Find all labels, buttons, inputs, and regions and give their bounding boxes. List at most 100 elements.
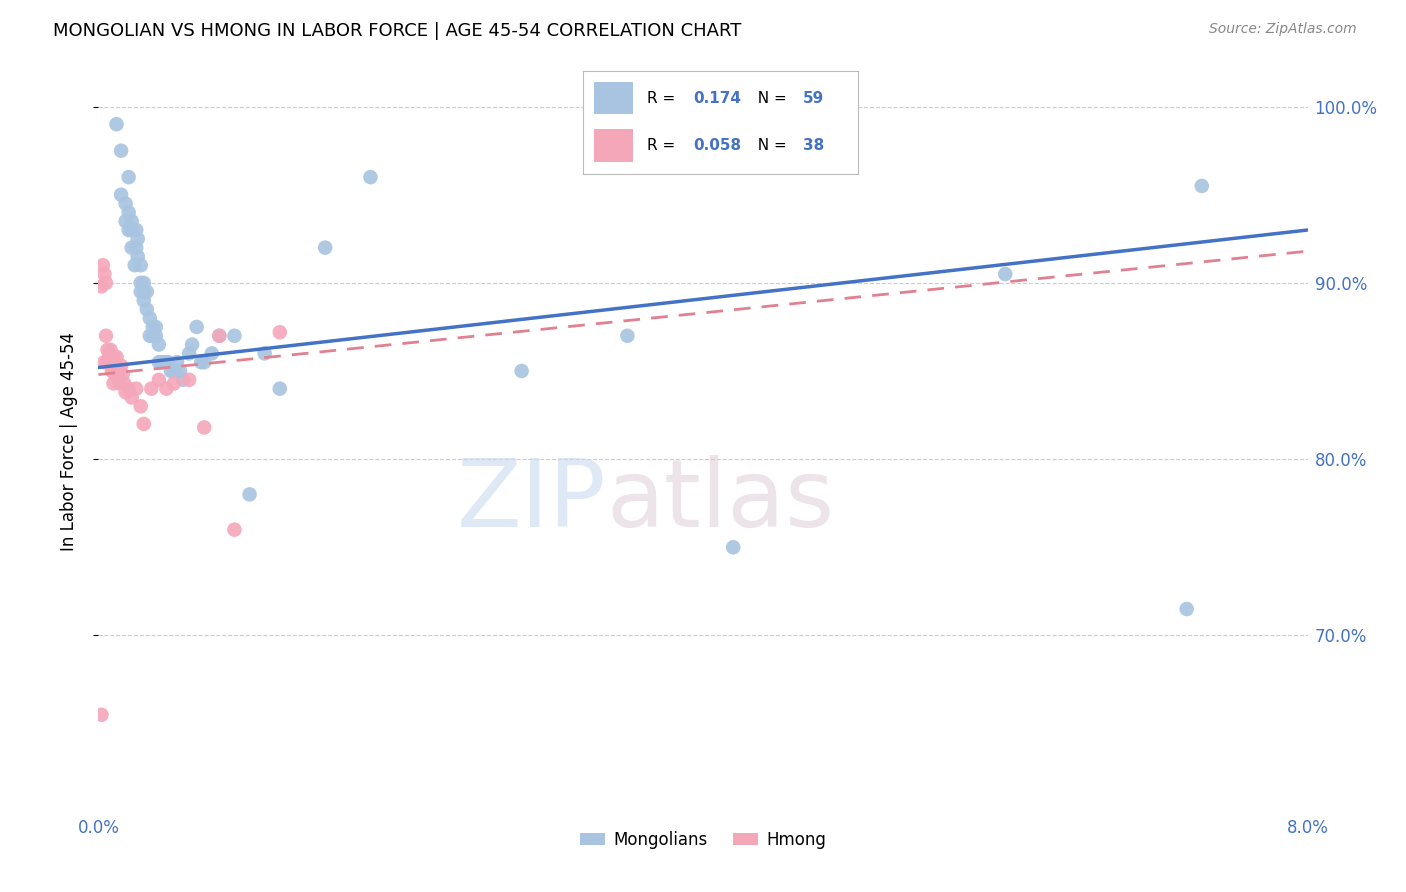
Point (155, 382, 177, 396)
Point (103, 376, 125, 391)
Point (96, 355, 118, 369)
Point (129, 285, 152, 299)
Point (90, 279, 112, 293)
Point (163, 376, 186, 391)
Point (150, 355, 173, 369)
Point (129, 399, 152, 413)
Point (201, 346, 224, 360)
FancyBboxPatch shape (595, 128, 633, 161)
Point (101, 364, 124, 378)
Point (103, 350, 125, 364)
Point (142, 320, 165, 334)
Legend: Mongolians, Hmong: Mongolians, Hmong (574, 824, 832, 855)
Point (208, 328, 231, 343)
Point (91, 258, 114, 272)
Point (100, 343, 122, 357)
Point (118, 382, 141, 396)
Point (723, 541, 745, 555)
Point (114, 385, 136, 400)
Point (121, 241, 143, 255)
Point (124, 258, 146, 272)
Point (93, 355, 115, 369)
Point (135, 285, 157, 299)
Point (111, 368, 134, 382)
FancyBboxPatch shape (595, 82, 633, 114)
Point (269, 382, 291, 396)
Point (121, 391, 143, 405)
Point (510, 364, 533, 378)
Point (142, 328, 165, 343)
Text: N =: N = (748, 90, 792, 105)
Point (121, 223, 143, 237)
Point (132, 417, 155, 431)
Point (139, 328, 162, 343)
Text: N =: N = (748, 137, 792, 153)
Point (114, 196, 136, 211)
Point (190, 355, 212, 369)
Point (193, 355, 215, 369)
Point (104, 368, 127, 382)
Point (994, 267, 1017, 281)
Point (156, 355, 179, 369)
Point (139, 311, 162, 326)
Point (93, 267, 115, 281)
Point (166, 355, 188, 369)
Point (105, 360, 128, 375)
Point (127, 232, 149, 246)
Point (118, 223, 141, 237)
Point (193, 420, 215, 434)
Point (145, 328, 167, 343)
Text: R =: R = (647, 137, 679, 153)
Text: 38: 38 (803, 137, 824, 153)
Point (118, 205, 141, 219)
Point (141, 382, 163, 396)
Point (169, 364, 191, 378)
Point (125, 241, 148, 255)
Point (110, 144, 132, 158)
Text: 0.174: 0.174 (693, 90, 741, 105)
Point (148, 355, 170, 369)
Point (181, 337, 204, 351)
Point (132, 285, 155, 299)
Point (224, 328, 246, 343)
Point (110, 359, 132, 373)
Point (160, 364, 183, 378)
Point (186, 320, 208, 334)
Point (103, 364, 125, 378)
Text: ZIP: ZIP (457, 455, 606, 547)
Point (105, 117, 128, 131)
Point (110, 187, 132, 202)
Point (94, 276, 117, 290)
Point (100, 350, 122, 364)
Point (172, 373, 194, 387)
Point (132, 293, 155, 308)
Text: Source: ZipAtlas.com: Source: ZipAtlas.com (1209, 22, 1357, 37)
Point (269, 325, 291, 339)
Point (224, 523, 246, 537)
Point (118, 170, 141, 185)
Text: MONGOLIAN VS HMONG IN LABOR FORCE | AGE 45-54 CORRELATION CHART: MONGOLIAN VS HMONG IN LABOR FORCE | AGE … (53, 22, 742, 40)
Point (125, 382, 148, 396)
Point (125, 223, 148, 237)
Point (121, 214, 143, 228)
Point (163, 364, 186, 378)
Y-axis label: In Labor Force | Age 45-54: In Labor Force | Age 45-54 (59, 332, 77, 551)
Point (360, 170, 382, 185)
Point (135, 302, 157, 317)
Text: 0.058: 0.058 (693, 137, 741, 153)
Point (108, 376, 131, 391)
Point (153, 355, 176, 369)
Point (145, 320, 167, 334)
Text: R =: R = (647, 90, 679, 105)
Point (96, 343, 118, 357)
Point (208, 328, 231, 343)
Text: 59: 59 (803, 90, 824, 105)
Point (616, 328, 638, 343)
Text: atlas: atlas (606, 455, 835, 547)
Point (105, 350, 128, 364)
Point (112, 376, 135, 391)
Point (179, 373, 201, 387)
Point (94, 328, 117, 343)
Point (107, 368, 129, 382)
Point (314, 241, 336, 255)
